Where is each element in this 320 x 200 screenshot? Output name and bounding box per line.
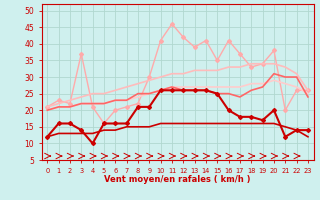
X-axis label: Vent moyen/en rafales ( km/h ): Vent moyen/en rafales ( km/h ) xyxy=(104,175,251,184)
